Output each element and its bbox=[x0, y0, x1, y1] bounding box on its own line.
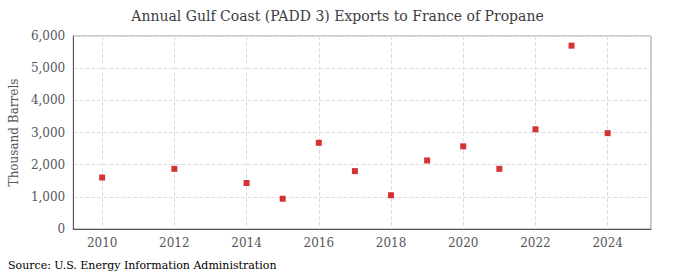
svg-text:2022: 2022 bbox=[520, 236, 551, 250]
svg-text:2014: 2014 bbox=[231, 236, 262, 250]
svg-text:Source: U.S. Energy Informatio: Source: U.S. Energy Information Administ… bbox=[8, 259, 276, 272]
svg-text:Thousand Barrels: Thousand Barrels bbox=[7, 79, 21, 187]
svg-text:2,000: 2,000 bbox=[31, 158, 65, 172]
svg-text:1,000: 1,000 bbox=[31, 190, 65, 204]
svg-text:5,000: 5,000 bbox=[31, 61, 65, 75]
svg-text:2020: 2020 bbox=[448, 236, 479, 250]
svg-text:2012: 2012 bbox=[159, 236, 190, 250]
svg-text:0: 0 bbox=[58, 222, 66, 236]
svg-text:2018: 2018 bbox=[376, 236, 407, 250]
svg-text:2024: 2024 bbox=[592, 236, 623, 250]
svg-text:2016: 2016 bbox=[304, 236, 335, 250]
svg-text:6,000: 6,000 bbox=[31, 29, 65, 43]
svg-text:2010: 2010 bbox=[87, 236, 118, 250]
svg-text:3,000: 3,000 bbox=[31, 126, 65, 140]
svg-text:Annual Gulf Coast (PADD 3) Exp: Annual Gulf Coast (PADD 3) Exports to Fr… bbox=[130, 8, 543, 24]
svg-text:4,000: 4,000 bbox=[31, 93, 65, 107]
